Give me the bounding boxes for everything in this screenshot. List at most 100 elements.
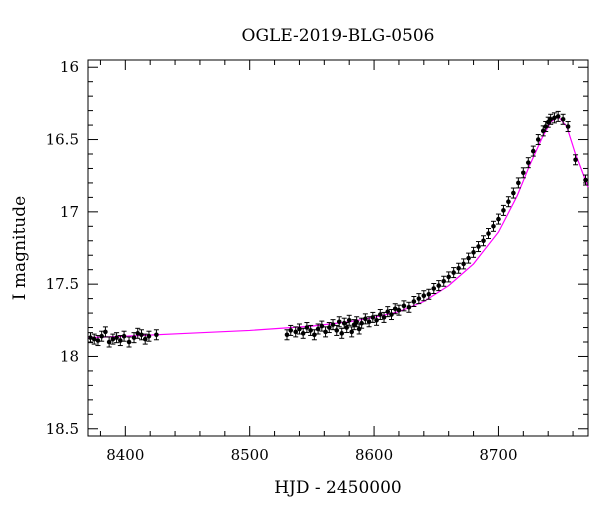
data-point	[135, 331, 141, 336]
data-point	[323, 329, 328, 335]
data-point	[389, 312, 394, 317]
data-point	[142, 336, 148, 342]
data-point	[114, 335, 119, 340]
data-point	[416, 296, 422, 301]
data-point	[356, 326, 362, 332]
data-point	[471, 250, 476, 255]
data-point	[326, 325, 332, 330]
y-tick-label: 17.5	[46, 275, 79, 293]
data-point	[511, 190, 516, 196]
data-point	[525, 160, 531, 165]
data-point	[95, 338, 101, 343]
data-point	[486, 231, 491, 236]
data-point	[312, 332, 317, 338]
y-tick-label: 18	[60, 347, 79, 365]
data-point	[496, 216, 501, 222]
data-point	[535, 137, 541, 142]
minor-ticks	[88, 60, 588, 436]
data-point	[466, 255, 471, 261]
x-axis-tick-labels: 8400 8500 8600 8700	[106, 446, 517, 464]
data-point	[88, 335, 93, 340]
data-point	[366, 319, 372, 325]
data-point	[560, 116, 566, 122]
x-tick-label: 8600	[355, 446, 393, 464]
data-point	[377, 312, 383, 317]
data-point	[374, 318, 379, 323]
data-points-layer	[87, 110, 589, 348]
data-point	[411, 299, 417, 304]
data-point	[146, 333, 152, 339]
data-point	[349, 329, 354, 335]
y-axis-label: I magnitude	[10, 196, 30, 300]
data-point	[481, 238, 486, 244]
data-point	[446, 274, 451, 280]
data-point	[451, 270, 456, 275]
data-point	[330, 322, 336, 327]
data-point	[334, 328, 340, 333]
data-point	[344, 325, 350, 330]
data-point	[392, 306, 398, 312]
data-point	[456, 265, 461, 271]
data-point	[288, 328, 294, 333]
data-point	[421, 293, 427, 299]
data-point	[131, 335, 137, 340]
data-point	[491, 224, 496, 229]
plot-frame	[87, 59, 589, 437]
data-point	[555, 114, 561, 119]
data-point	[385, 309, 391, 314]
data-point	[573, 157, 578, 163]
data-point	[319, 323, 325, 329]
data-point	[297, 326, 302, 332]
data-point	[516, 180, 521, 186]
data-point	[565, 124, 571, 129]
data-point	[521, 170, 526, 176]
data-point	[543, 124, 549, 129]
data-point	[506, 199, 511, 205]
data-point	[530, 148, 536, 154]
x-tick-label: 8700	[479, 446, 517, 464]
data-point	[354, 319, 359, 325]
data-point	[103, 329, 108, 335]
data-point	[339, 331, 345, 336]
data-point	[110, 336, 116, 342]
data-point	[431, 286, 437, 291]
y-tick-label: 17	[60, 203, 79, 221]
y-axis-ticks	[88, 66, 588, 430]
data-point	[540, 128, 546, 134]
data-point	[583, 177, 588, 183]
data-point	[106, 339, 112, 345]
data-point	[341, 320, 347, 326]
data-point	[396, 307, 402, 313]
data-point	[336, 319, 342, 325]
data-point	[359, 320, 364, 326]
data-point	[346, 318, 352, 323]
x-tick-label: 8400	[106, 446, 144, 464]
data-point	[552, 115, 557, 121]
data-point	[91, 336, 97, 342]
data-point	[304, 325, 310, 330]
data-point	[370, 315, 376, 320]
data-point	[315, 326, 321, 332]
data-point	[436, 283, 442, 288]
data-point	[293, 329, 299, 335]
data-point	[308, 328, 313, 333]
y-tick-label: 18.5	[46, 420, 79, 438]
data-point	[99, 333, 104, 339]
data-point	[118, 338, 123, 343]
data-point	[381, 315, 387, 320]
data-point	[476, 244, 481, 249]
data-point	[126, 339, 132, 345]
data-point	[121, 333, 127, 339]
y-tick-label: 16.5	[46, 131, 79, 149]
x-axis-label: HJD - 2450000	[274, 478, 402, 498]
data-point	[461, 261, 466, 267]
x-axis-ticks	[124, 60, 499, 436]
y-tick-label: 16	[60, 58, 79, 76]
chart-title: OGLE-2019-BLG-0506	[242, 26, 435, 46]
data-point	[548, 116, 553, 122]
data-point	[284, 332, 290, 338]
data-point	[441, 278, 447, 284]
data-point	[300, 331, 306, 336]
x-tick-label: 8500	[231, 446, 269, 464]
